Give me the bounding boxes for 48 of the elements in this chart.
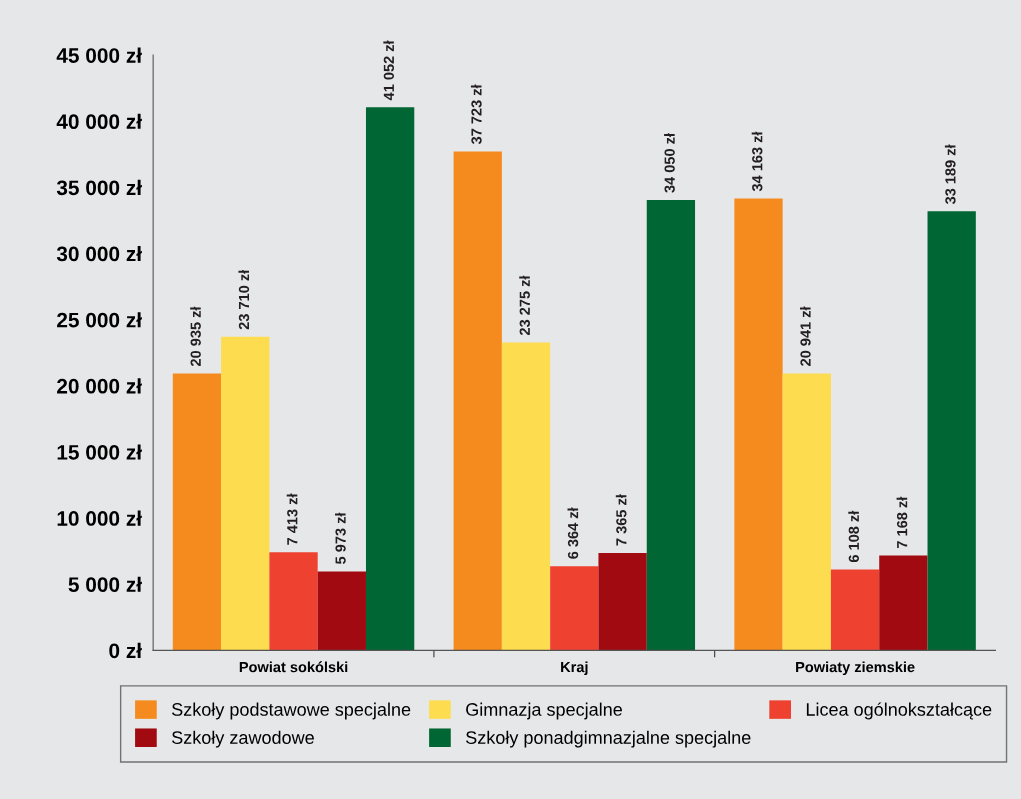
y-tick-label: 15 000 zł — [57, 444, 142, 460]
data-label: 7 413 zł — [286, 493, 298, 545]
y-tick-label: 5 000 zł — [68, 576, 142, 592]
bar — [927, 211, 976, 651]
bar — [550, 566, 599, 651]
bar — [172, 373, 222, 651]
y-tick-label: 35 000 zł — [56, 179, 142, 196]
bar — [365, 107, 415, 651]
legend-label: Szkoły zawodowe — [172, 730, 314, 748]
data-label: 20 935 zł — [190, 306, 201, 367]
bar — [830, 569, 880, 651]
data-label: 6 108 zł — [848, 510, 859, 563]
bar — [221, 336, 270, 651]
bar — [879, 555, 928, 651]
data-label: 20 941 zł — [800, 306, 811, 366]
legend-label: Szkoły podstawowe specjalne — [172, 702, 411, 720]
x-tick-label: Powiaty ziemskie — [796, 661, 915, 676]
data-label: 23 710 zł — [238, 269, 250, 330]
y-tick-label: 45 000 zł — [56, 47, 142, 63]
bar — [453, 151, 502, 651]
x-tick-label: Kraj — [561, 661, 588, 676]
data-label: 23 275 zł — [519, 275, 530, 336]
data-label: 37 723 zł — [470, 84, 482, 145]
data-label: 6 364 zł — [567, 507, 579, 559]
data-label: 33 189 zł — [944, 144, 956, 205]
bar — [269, 552, 318, 651]
legend-label: Szkoły ponadgimnazjalne specjalne — [466, 730, 751, 748]
data-label: 7 168 zł — [896, 496, 908, 548]
x-tick-label: Powiat sokólski — [239, 661, 348, 673]
data-label: 7 365 zł — [615, 494, 627, 546]
data-label: 5 973 zł — [335, 512, 346, 564]
bar — [598, 552, 647, 651]
data-label: 34 050 zł — [664, 133, 675, 193]
data-label: 41 052 zł — [383, 40, 395, 101]
bar — [782, 373, 831, 651]
bar — [646, 199, 696, 651]
y-tick-label: 20 000 zł — [57, 378, 142, 394]
bar — [734, 198, 783, 651]
bar — [501, 342, 551, 651]
bar — [317, 571, 366, 651]
legend-label: Licea ogólnokształcące — [806, 702, 992, 720]
y-tick-label: 40 000 zł — [56, 113, 142, 130]
data-label: 34 163 zł — [751, 131, 763, 192]
legend-label: Gimnazja specjalne — [466, 702, 622, 720]
y-tick-label: 25 000 zł — [57, 312, 142, 328]
y-tick-label: 30 000 zł — [56, 246, 142, 262]
y-tick-label: 10 000 zł — [57, 510, 142, 526]
y-tick-label: 0 zł — [109, 642, 142, 659]
